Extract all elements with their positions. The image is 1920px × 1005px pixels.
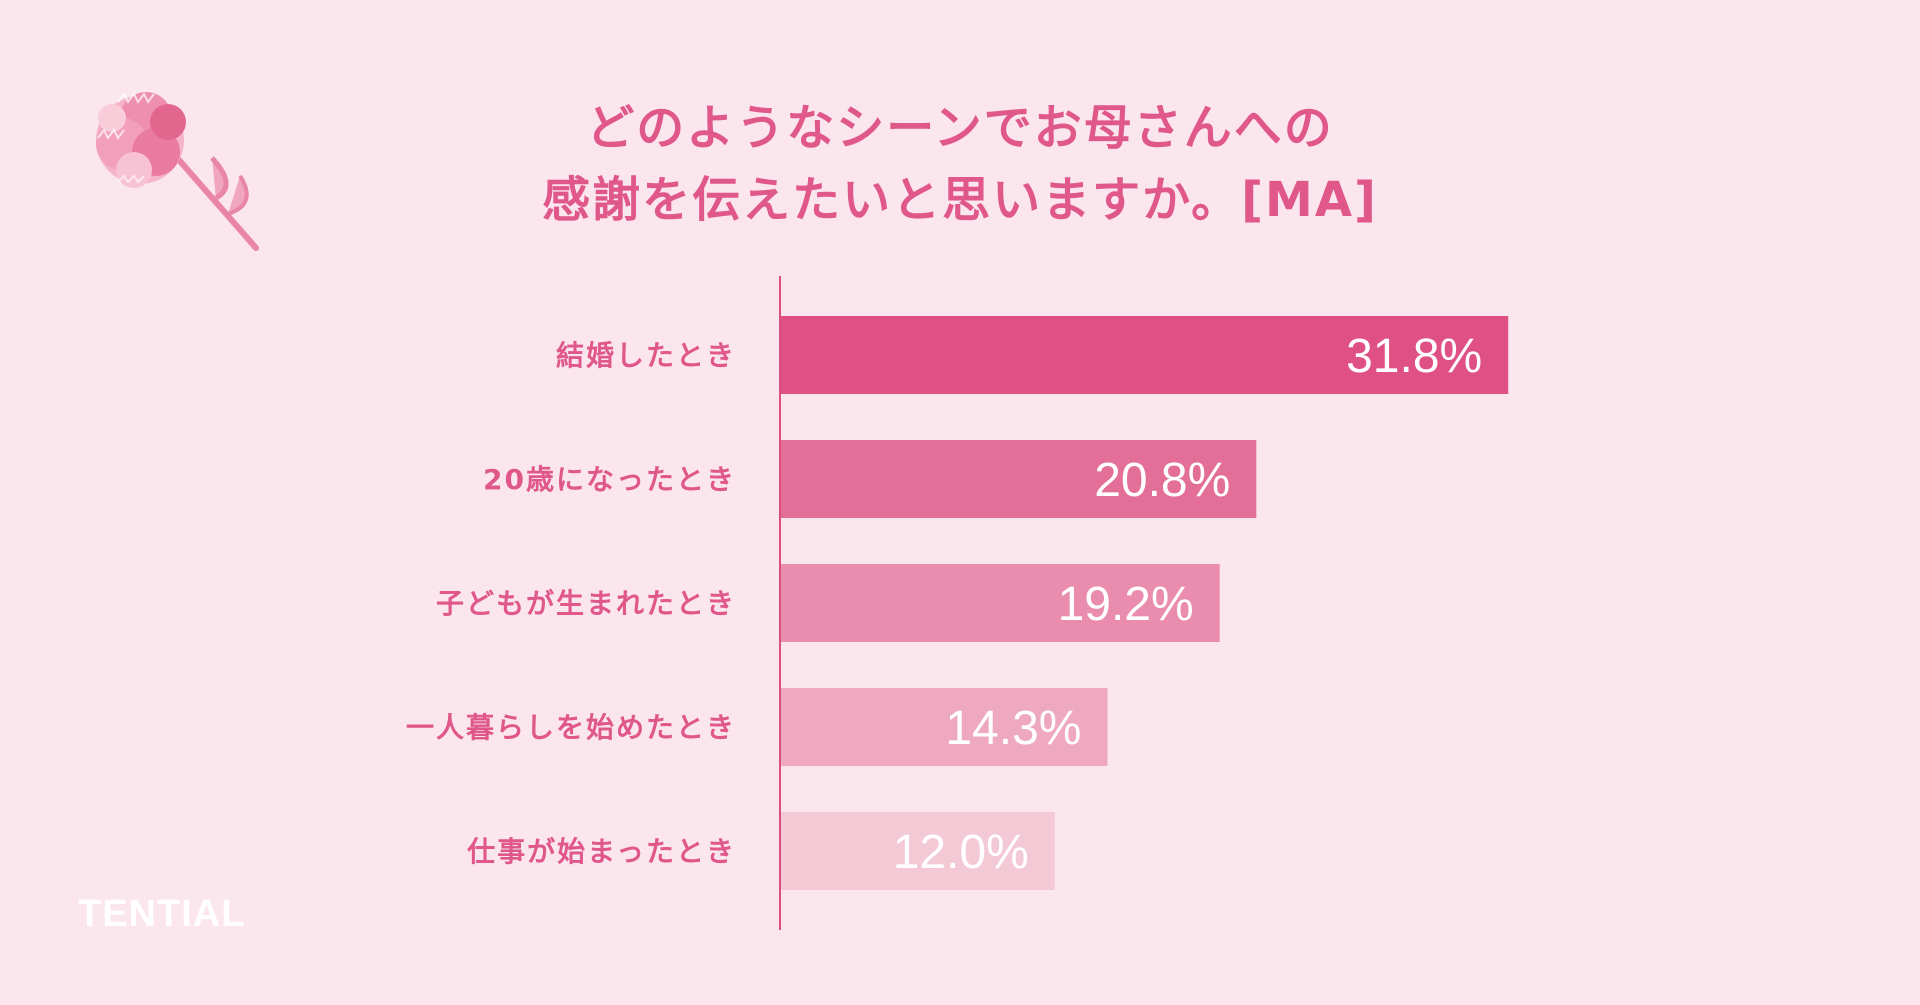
category-label-5: 仕事が始まったとき — [466, 835, 736, 868]
bar-5 — [780, 812, 1055, 890]
brand-logo: TENTIAL — [78, 893, 246, 935]
chart-title: どのようなシーンでお母さんへの 感謝を伝えたいと思いますか。[MA] — [0, 92, 1920, 236]
category-label-1: 結婚したとき — [556, 339, 736, 372]
bar-3 — [780, 564, 1220, 642]
value-label-2: 20.8% — [1094, 454, 1230, 507]
chart-title-line-1: どのようなシーンでお母さんへの — [586, 100, 1334, 156]
category-label-4: 一人暮らしを始めたとき — [406, 711, 736, 744]
bar-2 — [780, 440, 1257, 518]
chart-title-line-2: 感謝を伝えたいと思いますか。[MA] — [542, 172, 1378, 228]
bar-4 — [780, 688, 1108, 766]
value-label-5: 12.0% — [893, 826, 1029, 879]
bar-1 — [780, 316, 1509, 394]
value-label-1: 31.8% — [1346, 330, 1482, 383]
carnation-icon — [96, 92, 259, 251]
value-label-3: 19.2% — [1058, 578, 1194, 631]
value-label-4: 14.3% — [945, 702, 1081, 755]
category-label-3: 子どもが生まれたとき — [436, 587, 736, 620]
category-label-2: 20歳になったとき — [483, 463, 736, 496]
